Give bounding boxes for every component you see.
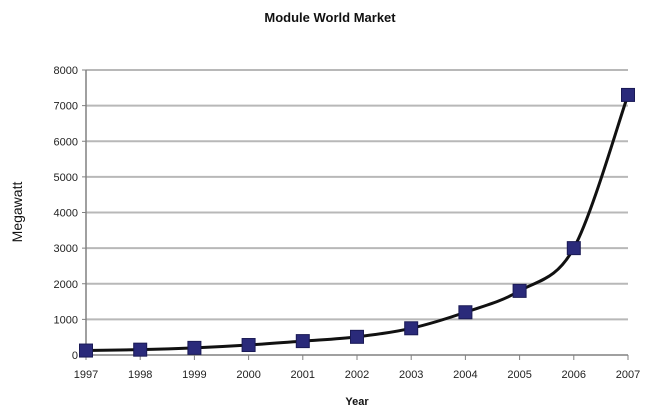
y-tick-label: 5000 xyxy=(54,172,78,184)
x-tick-label: 1997 xyxy=(74,369,98,381)
x-tick-label: 2000 xyxy=(236,369,260,381)
x-tick-label: 2001 xyxy=(291,369,315,381)
series-group xyxy=(79,87,635,358)
x-tick-label: 2006 xyxy=(562,369,586,381)
data-point xyxy=(295,334,310,349)
data-point xyxy=(187,340,202,355)
data-point xyxy=(241,338,256,353)
data-point xyxy=(512,283,527,298)
y-tick-label: 7000 xyxy=(54,101,78,113)
x-tick-label: 2004 xyxy=(453,369,477,381)
series-line xyxy=(85,94,630,353)
x-axis-label: Year xyxy=(345,396,369,408)
y-tick-label: 3000 xyxy=(54,243,78,255)
chart-title: Module World Market xyxy=(264,10,396,25)
x-tick-label: 1999 xyxy=(182,369,206,381)
x-tick-label: 2007 xyxy=(616,369,640,381)
x-tick-label: 2002 xyxy=(345,369,369,381)
y-tick-label: 0 xyxy=(72,350,78,362)
x-axis-ticks: 1997 1998 1999 2000 2001 2002 2003 2004 2005 2006… xyxy=(74,355,640,381)
x-tick-label: 2005 xyxy=(507,369,531,381)
y-tick-label: 4000 xyxy=(54,208,78,220)
x-tick-label: 2003 xyxy=(399,369,423,381)
data-point xyxy=(458,305,473,320)
y-tick-label: 1000 xyxy=(54,314,78,326)
x-tick-label: 1998 xyxy=(128,369,152,381)
y-tick-label: 8000 xyxy=(54,65,78,77)
data-point xyxy=(621,87,635,102)
y-tick-label: 2000 xyxy=(54,279,78,291)
data-point xyxy=(133,342,148,357)
gridlines xyxy=(86,69,628,321)
y-axis-ticks: 0 1000 2000 3000 4000 5000 6000 7000 8000 xyxy=(54,65,86,362)
data-point xyxy=(350,329,364,344)
data-point xyxy=(566,241,581,256)
data-point xyxy=(79,343,93,358)
data-point xyxy=(404,321,419,336)
y-axis-label: Megawatt xyxy=(9,182,25,243)
y-tick-label: 6000 xyxy=(54,136,78,148)
